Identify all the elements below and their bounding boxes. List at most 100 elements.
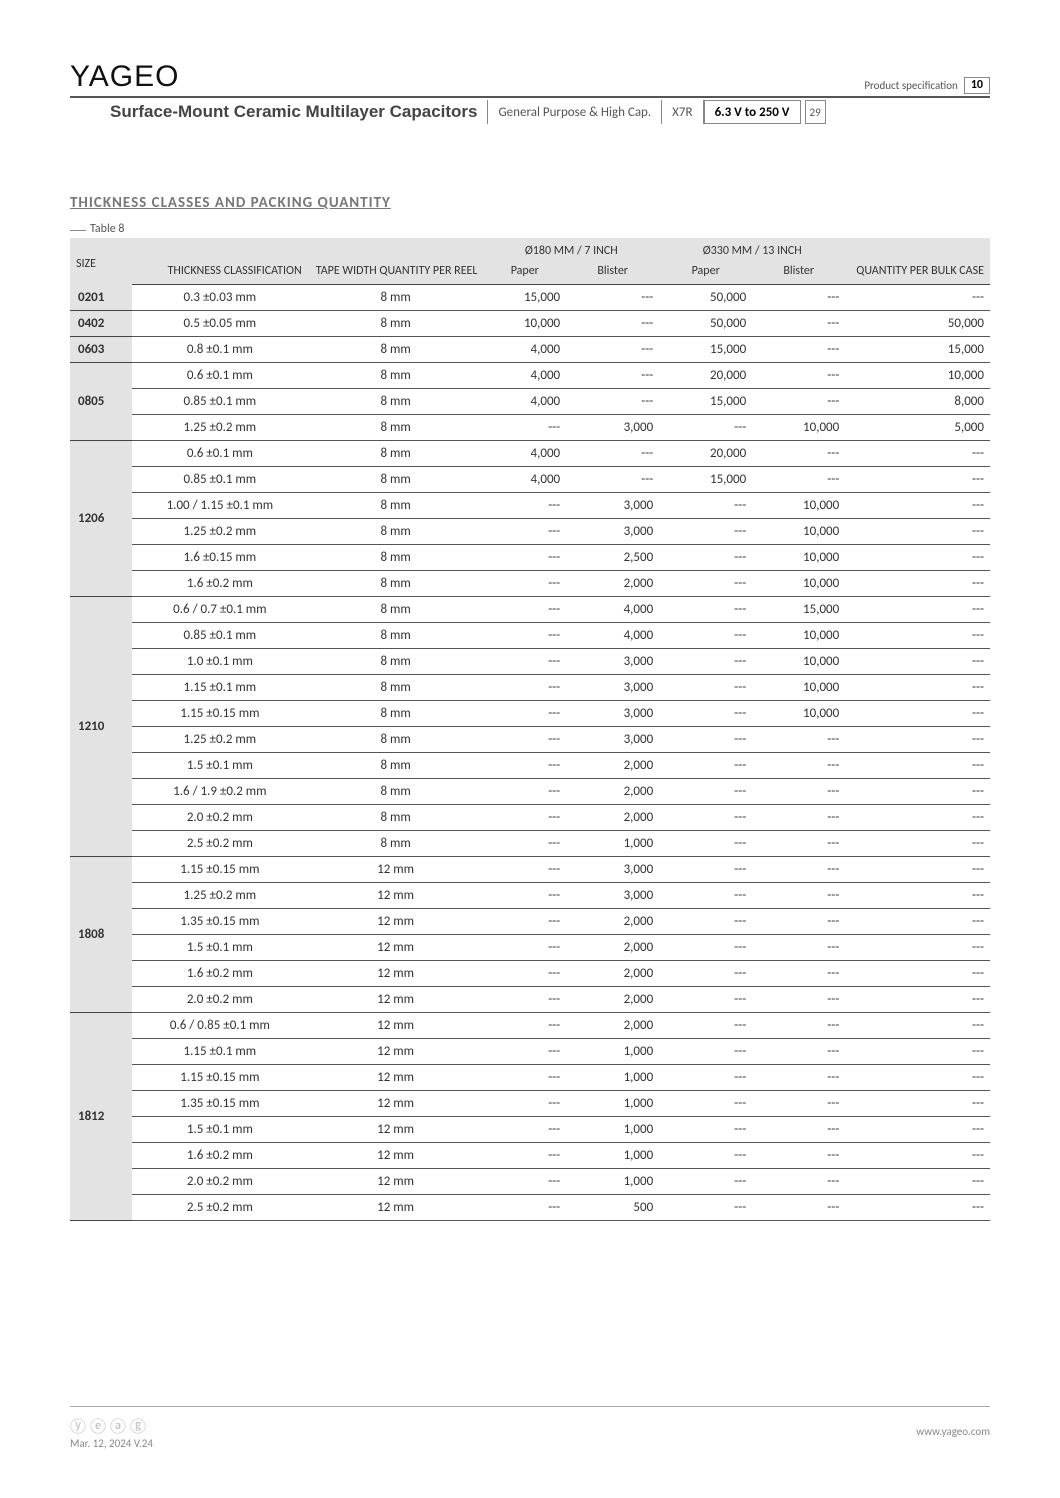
bulk-cell: --- bbox=[845, 909, 990, 935]
paper-180-cell: --- bbox=[483, 493, 566, 519]
table-row: 1.15 ±0.15 mm12 mm---1,000--------- bbox=[70, 1065, 990, 1091]
blister-330-cell: --- bbox=[752, 961, 845, 987]
table-row: 2.5 ±0.2 mm8 mm---1,000--------- bbox=[70, 831, 990, 857]
tape-cell: 8 mm bbox=[308, 571, 484, 597]
thickness-cell: 0.6 ±0.1 mm bbox=[132, 363, 308, 389]
tape-cell: 12 mm bbox=[308, 883, 484, 909]
paper-330-cell: --- bbox=[659, 857, 752, 883]
blister-180-cell: --- bbox=[566, 467, 659, 493]
paper-330-cell: --- bbox=[659, 779, 752, 805]
bulk-cell: --- bbox=[845, 545, 990, 571]
doc-category: General Purpose & High Cap. bbox=[488, 100, 662, 124]
table-row: 0.85 ±0.1 mm8 mm---4,000---10,000--- bbox=[70, 623, 990, 649]
paper-330-cell: --- bbox=[659, 597, 752, 623]
paper-330-cell: --- bbox=[659, 753, 752, 779]
blister-180-cell: 3,000 bbox=[566, 493, 659, 519]
tape-cell: 8 mm bbox=[308, 389, 484, 415]
paper-180-cell: --- bbox=[483, 545, 566, 571]
paper-330-cell: --- bbox=[659, 935, 752, 961]
thickness-cell: 2.0 ±0.2 mm bbox=[132, 987, 308, 1013]
page-total: 29 bbox=[805, 100, 826, 124]
footer: ⓨⓔⓐⓖ Mar. 12, 2024 V.24 www.yageo.com bbox=[70, 1406, 990, 1450]
paper-180-cell: --- bbox=[483, 935, 566, 961]
paper-180-cell: --- bbox=[483, 987, 566, 1013]
paper-330-cell: 15,000 bbox=[659, 467, 752, 493]
bulk-cell: --- bbox=[845, 727, 990, 753]
tape-cell: 12 mm bbox=[308, 1013, 484, 1039]
paper-330-cell: --- bbox=[659, 883, 752, 909]
bulk-cell: --- bbox=[845, 1143, 990, 1169]
thickness-cell: 0.85 ±0.1 mm bbox=[132, 467, 308, 493]
th-paper-2: Paper bbox=[659, 258, 752, 285]
paper-330-cell: --- bbox=[659, 545, 752, 571]
thickness-cell: 1.15 ±0.1 mm bbox=[132, 675, 308, 701]
blister-330-cell: 15,000 bbox=[752, 597, 845, 623]
thickness-cell: 1.15 ±0.15 mm bbox=[132, 857, 308, 883]
blister-330-cell: 10,000 bbox=[752, 649, 845, 675]
tape-cell: 8 mm bbox=[308, 441, 484, 467]
bulk-cell: --- bbox=[845, 571, 990, 597]
bulk-cell: --- bbox=[845, 675, 990, 701]
bulk-cell: --- bbox=[845, 701, 990, 727]
blister-180-cell: --- bbox=[566, 363, 659, 389]
table-row: 1.35 ±0.15 mm12 mm---1,000--------- bbox=[70, 1091, 990, 1117]
spec-table: SIZE Ø180 MM / 7 INCH Ø330 MM / 13 INCH … bbox=[70, 238, 990, 1221]
blister-180-cell: 2,500 bbox=[566, 545, 659, 571]
table-row: 2.0 ±0.2 mm12 mm---1,000--------- bbox=[70, 1169, 990, 1195]
blister-330-cell: --- bbox=[752, 857, 845, 883]
blister-180-cell: 2,000 bbox=[566, 805, 659, 831]
bulk-cell: --- bbox=[845, 1065, 990, 1091]
bulk-cell: 15,000 bbox=[845, 337, 990, 363]
paper-330-cell: --- bbox=[659, 1169, 752, 1195]
blister-180-cell: 2,000 bbox=[566, 753, 659, 779]
paper-330-cell: 50,000 bbox=[659, 311, 752, 337]
paper-180-cell: --- bbox=[483, 883, 566, 909]
doc-dielectric: X7R bbox=[662, 100, 703, 124]
blister-180-cell: 2,000 bbox=[566, 1013, 659, 1039]
paper-180-cell: --- bbox=[483, 961, 566, 987]
thickness-cell: 2.0 ±0.2 mm bbox=[132, 805, 308, 831]
blister-330-cell: --- bbox=[752, 285, 845, 311]
blister-330-cell: --- bbox=[752, 1013, 845, 1039]
table-row: 12060.6 ±0.1 mm8 mm4,000---20,000------ bbox=[70, 441, 990, 467]
bulk-cell: --- bbox=[845, 961, 990, 987]
table-row: 1.15 ±0.1 mm12 mm---1,000--------- bbox=[70, 1039, 990, 1065]
size-cell: 0402 bbox=[70, 311, 132, 337]
paper-330-cell: 15,000 bbox=[659, 389, 752, 415]
blister-180-cell: 3,000 bbox=[566, 519, 659, 545]
paper-180-cell: --- bbox=[483, 1039, 566, 1065]
paper-180-cell: --- bbox=[483, 1117, 566, 1143]
paper-330-cell: 50,000 bbox=[659, 285, 752, 311]
blister-330-cell: 10,000 bbox=[752, 493, 845, 519]
bulk-cell: --- bbox=[845, 805, 990, 831]
table-row: 1.6 / 1.9 ±0.2 mm8 mm---2,000--------- bbox=[70, 779, 990, 805]
page-number: 10 bbox=[964, 77, 990, 94]
tape-cell: 12 mm bbox=[308, 935, 484, 961]
paper-180-cell: 4,000 bbox=[483, 363, 566, 389]
blister-330-cell: 10,000 bbox=[752, 623, 845, 649]
paper-180-cell: --- bbox=[483, 1169, 566, 1195]
paper-180-cell: --- bbox=[483, 831, 566, 857]
blister-180-cell: 1,000 bbox=[566, 1117, 659, 1143]
table-body: 02010.3 ±0.03 mm8 mm15,000---50,000-----… bbox=[70, 285, 990, 1221]
table-row: 12100.6 / 0.7 ±0.1 mm8 mm---4,000---15,0… bbox=[70, 597, 990, 623]
thickness-cell: 1.25 ±0.2 mm bbox=[132, 883, 308, 909]
thickness-cell: 0.5 ±0.05 mm bbox=[132, 311, 308, 337]
paper-330-cell: --- bbox=[659, 623, 752, 649]
paper-180-cell: --- bbox=[483, 1091, 566, 1117]
blister-330-cell: 10,000 bbox=[752, 571, 845, 597]
table-head: SIZE Ø180 MM / 7 INCH Ø330 MM / 13 INCH … bbox=[70, 238, 990, 285]
bulk-cell: --- bbox=[845, 857, 990, 883]
paper-180-cell: --- bbox=[483, 909, 566, 935]
bulk-cell: 8,000 bbox=[845, 389, 990, 415]
blister-180-cell: 1,000 bbox=[566, 1091, 659, 1117]
size-cell: 1206 bbox=[70, 441, 132, 597]
blister-180-cell: 1,000 bbox=[566, 1169, 659, 1195]
table-row: 1.5 ±0.1 mm12 mm---2,000--------- bbox=[70, 935, 990, 961]
tape-cell: 12 mm bbox=[308, 987, 484, 1013]
blister-330-cell: 10,000 bbox=[752, 545, 845, 571]
blister-330-cell: --- bbox=[752, 883, 845, 909]
th-blister-1: Blister bbox=[566, 258, 659, 285]
paper-330-cell: --- bbox=[659, 961, 752, 987]
table-row: 1.0 ±0.1 mm8 mm---3,000---10,000--- bbox=[70, 649, 990, 675]
